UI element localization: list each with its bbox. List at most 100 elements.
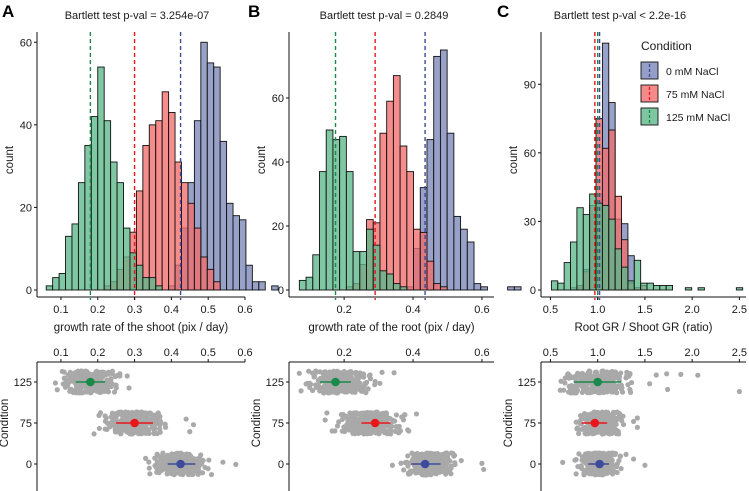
histogram-bar <box>614 248 622 291</box>
y-axis-label: count <box>4 145 16 174</box>
strip-point <box>190 469 197 475</box>
strip-point <box>614 469 620 476</box>
histogram-bar <box>646 282 654 291</box>
histogram-bar <box>550 280 559 291</box>
strip-point <box>362 380 368 386</box>
histogram-bar <box>206 62 215 291</box>
strip-point <box>619 389 626 395</box>
strip-point <box>429 463 435 470</box>
strip-mean-point <box>420 459 430 469</box>
strip-outlier-point <box>54 387 60 393</box>
strip-point <box>147 410 153 416</box>
strip-points <box>557 368 742 478</box>
strip-point <box>102 413 108 419</box>
strip-point <box>576 427 582 433</box>
strip-point <box>579 384 586 390</box>
strip-point <box>444 451 451 457</box>
histogram-bar <box>453 215 462 291</box>
strip-point <box>139 424 145 430</box>
x-tick-label: 0.4 <box>164 304 179 316</box>
strip-point <box>610 370 616 376</box>
strip-point <box>565 389 572 395</box>
strip-point <box>205 466 211 472</box>
strip-point <box>600 429 606 435</box>
strip-point <box>362 416 368 422</box>
strip-y-tick-label: 125 <box>14 377 32 389</box>
histogram-bar <box>601 204 610 291</box>
strip-point <box>582 470 589 476</box>
histogram-bar <box>439 49 448 291</box>
histogram-bar <box>419 231 428 291</box>
strip-outlier-point <box>736 388 742 395</box>
strip-x-tick-label: 0.1 <box>53 347 68 359</box>
y-tick-label: 20 <box>20 202 32 214</box>
strip-point <box>579 389 586 395</box>
strip-point <box>440 467 446 473</box>
strip-point <box>324 383 330 389</box>
strip-point <box>340 371 346 377</box>
strip-point <box>157 414 163 420</box>
strip-point <box>600 411 606 418</box>
histogram-bar <box>135 264 144 291</box>
strip-point <box>443 471 449 477</box>
strip-point <box>80 376 86 382</box>
legend-title: Condition <box>641 39 692 53</box>
histogram-bar <box>213 66 221 291</box>
strip-point <box>340 383 346 389</box>
strip-point <box>572 457 578 463</box>
strip-point <box>326 369 333 376</box>
histogram-bar <box>110 161 118 291</box>
strip-point <box>383 411 390 417</box>
strip-point <box>610 409 617 415</box>
histogram-bar <box>433 283 441 291</box>
strip-point <box>579 457 585 463</box>
histogram-bar <box>239 219 247 291</box>
strip-outlier-point <box>117 371 123 377</box>
strip-y-tick-label: 75 <box>20 418 32 430</box>
strip-point <box>405 463 411 469</box>
strip-point <box>317 384 323 390</box>
strip-point <box>451 452 458 458</box>
histogram-bar <box>379 132 388 291</box>
strip-outlier-point <box>372 378 378 385</box>
strip-outlier-point <box>322 417 328 423</box>
histogram-bar <box>406 171 415 291</box>
legend-label: 0 mM NaCl <box>666 66 719 78</box>
strip-point <box>393 412 400 418</box>
strip-outlier-point <box>52 380 59 386</box>
strip-point <box>394 424 400 430</box>
x-axis-label: growth rate of the shoot (pix / day) <box>54 322 229 334</box>
strip-point <box>447 458 453 464</box>
strip-point <box>118 411 124 417</box>
panel-letter: A <box>2 2 14 21</box>
strip-point <box>388 423 394 429</box>
y-axis-label: count <box>508 145 520 174</box>
strip-point <box>174 466 181 472</box>
strip-point <box>569 374 575 381</box>
strip-point <box>374 413 380 420</box>
histogram-bar <box>219 140 228 291</box>
strip-outlier-point <box>642 462 648 468</box>
strip-outlier-point <box>190 422 197 428</box>
strip-point <box>162 421 168 427</box>
strip-point <box>144 415 150 422</box>
histogram-bar <box>148 277 157 291</box>
strip-point <box>121 425 127 431</box>
strip-outlier-point <box>187 429 193 435</box>
histogram-bar <box>161 91 170 291</box>
histogram-bar <box>319 171 327 291</box>
strip-point <box>626 373 632 379</box>
strip-point <box>613 385 619 391</box>
strip-point <box>181 454 187 460</box>
strip-point <box>348 385 354 392</box>
strip-x-tick-label: 2.0 <box>685 347 700 359</box>
legend-item: 125 mM NaCl <box>640 107 730 126</box>
strip-x-tick-label: 0.3 <box>127 347 142 359</box>
strip-point <box>131 427 137 433</box>
histogram-bar <box>446 132 455 291</box>
strip-point <box>582 424 588 431</box>
strip-point <box>146 430 152 437</box>
strip-point <box>329 428 335 434</box>
strip-point <box>173 455 180 462</box>
strip-outlier-point <box>298 388 304 394</box>
